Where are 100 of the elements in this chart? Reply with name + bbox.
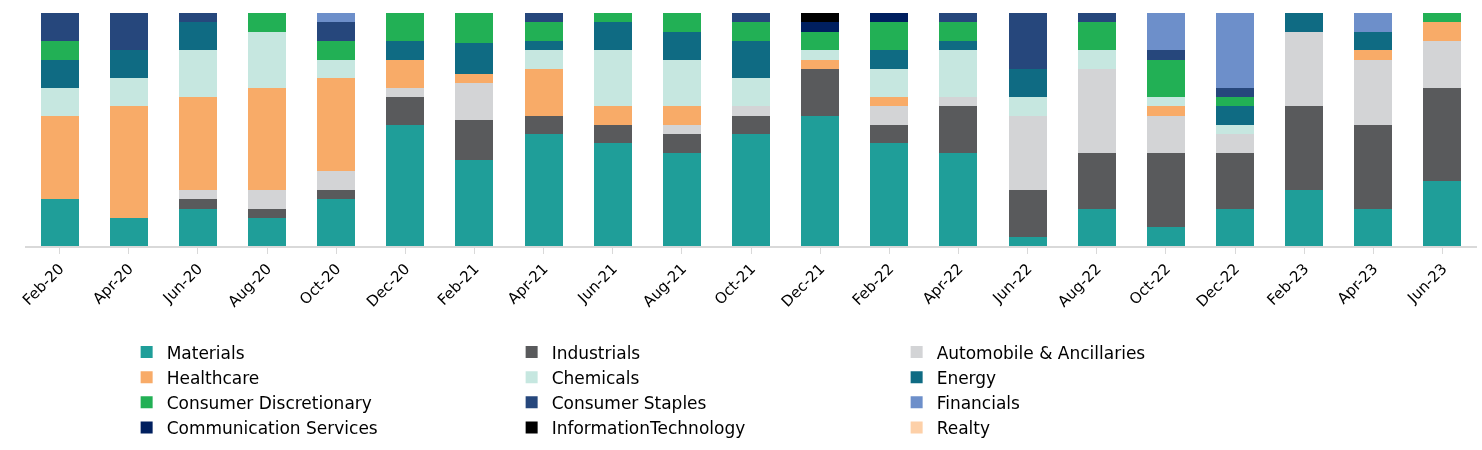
bar	[801, 13, 840, 23]
bar	[662, 31, 701, 60]
bar	[247, 87, 287, 191]
bar	[386, 96, 425, 125]
bar	[1008, 96, 1047, 116]
bar	[455, 43, 494, 74]
bar	[1215, 208, 1255, 246]
bar	[870, 106, 909, 125]
bar	[386, 124, 425, 246]
bar	[801, 68, 840, 116]
bar	[317, 78, 356, 172]
bar	[247, 190, 287, 209]
bar	[662, 134, 701, 153]
bar	[40, 115, 79, 200]
bar	[1146, 115, 1185, 153]
bar	[178, 199, 217, 209]
bar	[1423, 22, 1462, 41]
bar	[731, 13, 771, 23]
bar	[455, 13, 494, 44]
bar	[1285, 13, 1324, 32]
bar	[1146, 50, 1185, 60]
bar	[524, 40, 563, 51]
bar	[870, 96, 909, 107]
bar	[593, 143, 632, 246]
bar	[662, 124, 701, 135]
bar	[1146, 59, 1185, 97]
bar	[178, 22, 217, 51]
bar	[1077, 13, 1116, 23]
bar	[662, 13, 701, 32]
bar	[524, 50, 563, 69]
bar	[870, 13, 909, 23]
bar	[524, 115, 563, 135]
legend-label: Energy	[936, 367, 997, 388]
bar	[1285, 106, 1324, 191]
bar	[939, 40, 978, 51]
bar	[109, 13, 148, 51]
bar	[1077, 50, 1116, 69]
bar	[593, 124, 632, 144]
bar	[109, 78, 148, 107]
bar	[386, 40, 425, 60]
bar	[801, 115, 840, 246]
bar	[1215, 96, 1255, 107]
bar	[1354, 50, 1393, 60]
bar	[247, 31, 287, 88]
bar	[1215, 13, 1255, 88]
bar	[1215, 106, 1255, 125]
bar	[1215, 152, 1255, 209]
bar	[870, 143, 909, 246]
bar	[939, 22, 978, 41]
bar	[1423, 40, 1462, 88]
bar	[1215, 124, 1255, 135]
bar	[386, 13, 425, 41]
bar	[386, 87, 425, 97]
bar	[455, 120, 494, 160]
bar	[939, 106, 978, 153]
bar	[731, 22, 771, 41]
bar	[1215, 87, 1255, 97]
bar	[40, 59, 79, 88]
bar	[317, 59, 356, 79]
bar	[178, 13, 217, 23]
bar	[731, 106, 771, 116]
bar	[1146, 152, 1185, 228]
bar	[247, 13, 287, 32]
legend-label: InformationTechnology	[551, 418, 746, 439]
bar	[1423, 87, 1462, 181]
bar	[1077, 208, 1116, 246]
bar	[386, 59, 425, 88]
bar	[1285, 31, 1324, 107]
legend-label: Automobile & Ancillaries	[936, 342, 1146, 363]
bar	[524, 22, 563, 41]
bar	[178, 190, 217, 200]
legend-label: Financials	[936, 392, 1021, 413]
bar	[40, 87, 79, 116]
bar	[731, 134, 771, 246]
bar	[1077, 68, 1116, 153]
bar	[1215, 134, 1255, 153]
bar	[801, 22, 840, 32]
bar	[662, 152, 701, 246]
bar	[939, 96, 978, 107]
legend-label: Industrials	[551, 342, 641, 363]
bar	[1008, 13, 1047, 69]
bar	[1008, 236, 1047, 246]
bar	[317, 13, 356, 23]
bar	[1354, 208, 1393, 246]
bar	[801, 31, 840, 51]
bar	[939, 152, 978, 246]
bar	[317, 190, 356, 200]
bar	[1146, 106, 1185, 116]
bar	[939, 13, 978, 23]
bar	[455, 82, 494, 121]
legend-label: Chemicals	[551, 367, 640, 388]
bar	[40, 13, 79, 41]
bar	[731, 78, 771, 107]
bar	[1146, 227, 1185, 246]
bar	[1008, 115, 1047, 191]
bar	[870, 22, 909, 51]
bar	[317, 40, 356, 60]
bar	[1354, 31, 1393, 51]
bar	[1423, 13, 1462, 23]
legend-label: Communication Services	[166, 418, 378, 439]
